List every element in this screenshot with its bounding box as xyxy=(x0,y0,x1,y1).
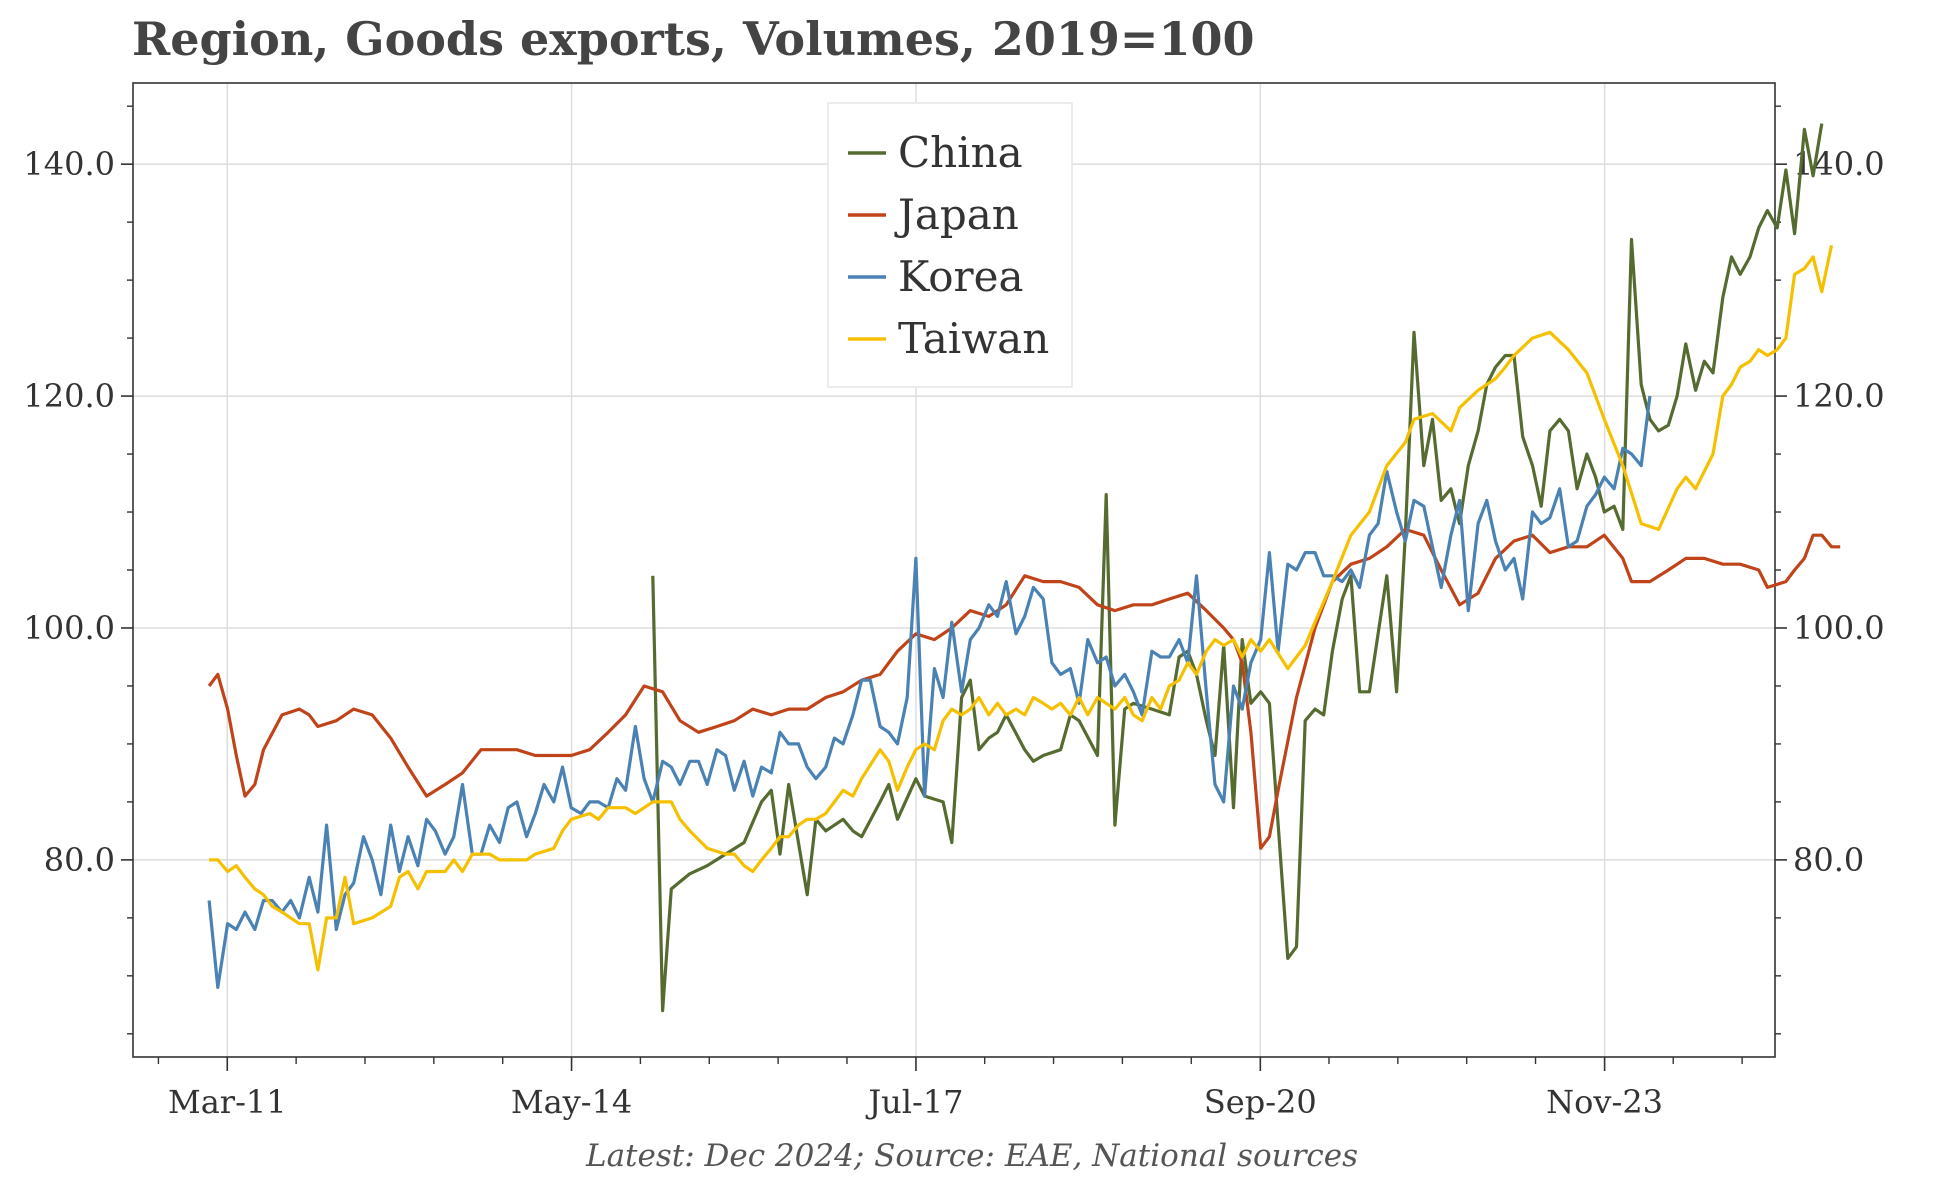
series-line-korea xyxy=(207,395,1652,989)
legend-label-china: China xyxy=(898,128,1023,177)
x-tick-label: Nov-23 xyxy=(1546,1083,1663,1121)
x-tick-label: Sep-20 xyxy=(1204,1083,1317,1121)
y-tick-label-left: 80.0 xyxy=(44,841,115,879)
series-line-japan xyxy=(207,527,1841,850)
y-tick-label-left: 140.0 xyxy=(23,145,115,183)
source-footnote: Latest: Dec 2024; Source: EAE, National … xyxy=(585,1138,1359,1174)
y-tick-label-left: 120.0 xyxy=(23,377,115,415)
series-line-taiwan xyxy=(209,244,1834,972)
axes: 80.0 80.0 100.0 100.0 120.0 120.0 140.0 140.0 Ma… xyxy=(23,105,1885,1121)
y-tick-label-right: 140.0 xyxy=(1793,145,1885,183)
series-line-china xyxy=(651,123,1824,1013)
x-tick-label: Jul-17 xyxy=(865,1083,963,1121)
y-tick-label-right: 80.0 xyxy=(1793,841,1864,879)
y-tick-label-left: 100.0 xyxy=(23,609,115,647)
legend-label-japan: Japan xyxy=(894,190,1019,239)
chart-title: Region, Goods exports, Volumes, 2019=100 xyxy=(132,12,1255,66)
legend: China Japan Korea Taiwan xyxy=(827,102,1073,388)
series-lines xyxy=(207,123,1841,1013)
y-tick-label-right: 120.0 xyxy=(1793,377,1885,415)
legend-label-korea: Korea xyxy=(898,252,1024,301)
x-tick-label: Mar-11 xyxy=(168,1083,287,1121)
legend-label-taiwan: Taiwan xyxy=(898,314,1049,363)
y-tick-label-right: 100.0 xyxy=(1793,609,1885,647)
x-tick-label: May-14 xyxy=(511,1083,632,1121)
